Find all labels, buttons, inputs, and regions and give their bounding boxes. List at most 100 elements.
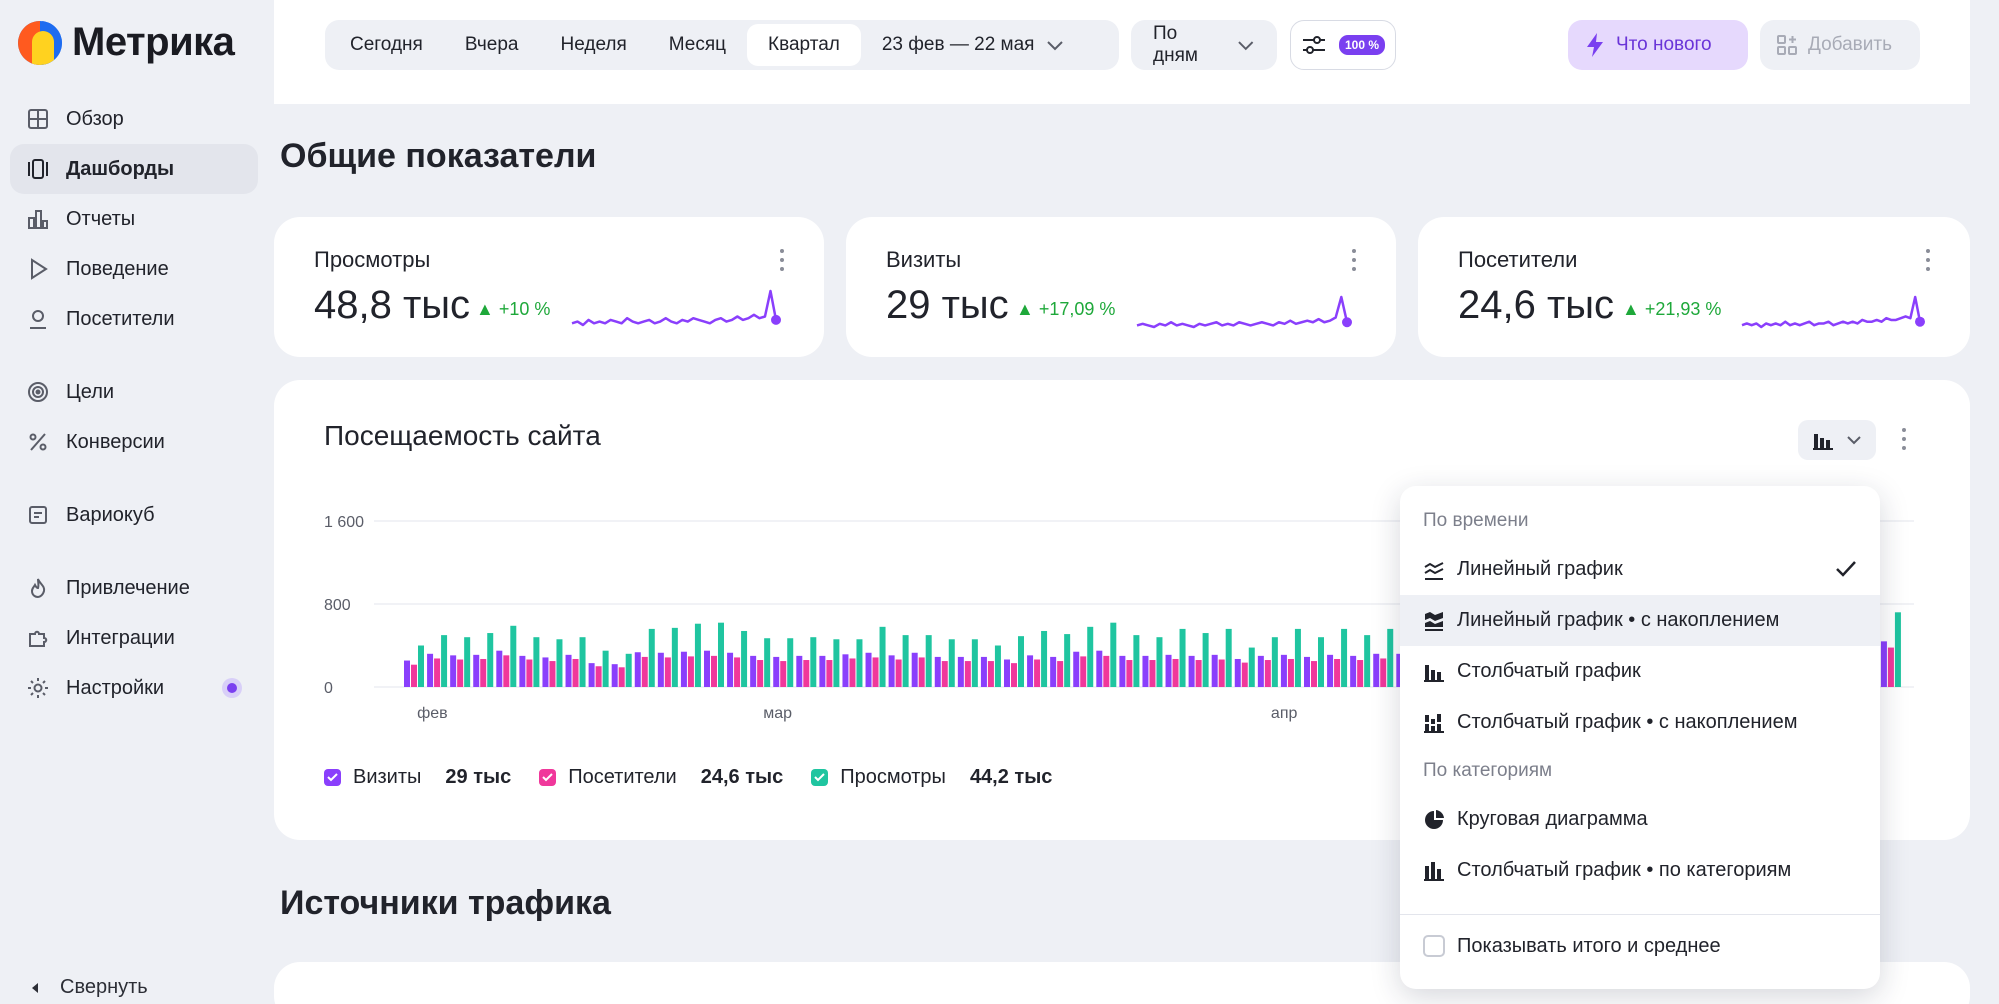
bar-Посетители[interactable] [618, 667, 625, 687]
bar-Визиты[interactable] [634, 652, 641, 687]
sidebar-item-reports[interactable]: Отчеты [10, 194, 258, 244]
legend-item-views[interactable]: Просмотры 44,2 тыс [811, 766, 1052, 789]
period-yesterday[interactable]: Вчера [464, 34, 519, 55]
menu-item-category-bar-chart[interactable]: Столбчатый график • по категориям [1400, 845, 1880, 896]
bar-Просмотры[interactable] [994, 645, 1001, 688]
bar-Визиты[interactable] [957, 656, 964, 687]
bar-Просмотры[interactable] [925, 635, 932, 687]
bar-Визиты[interactable] [473, 654, 480, 687]
bar-Просмотры[interactable] [441, 635, 448, 687]
bar-Визиты[interactable] [1004, 659, 1010, 687]
bar-Посетители[interactable] [1195, 660, 1202, 687]
bar-Посетители[interactable] [434, 658, 441, 687]
bar-Посетители[interactable] [987, 661, 994, 687]
bar-Посетители[interactable] [572, 658, 579, 687]
bar-Посетители[interactable] [872, 657, 879, 687]
whats-new-button[interactable]: Что нового [1568, 20, 1748, 70]
bar-Визиты[interactable] [1027, 655, 1034, 687]
card-menu-button[interactable] [779, 249, 785, 271]
bar-Просмотры[interactable] [1179, 628, 1186, 687]
bar-Просмотры[interactable] [579, 637, 586, 687]
collapse-sidebar-button[interactable]: Свернуть [30, 976, 148, 999]
bar-Посетители[interactable] [849, 658, 856, 687]
sidebar-item-settings[interactable]: Настройки [10, 663, 258, 713]
bar-Просмотры[interactable] [694, 623, 701, 687]
bar-Визиты[interactable] [1257, 655, 1264, 687]
bar-Визиты[interactable] [427, 653, 434, 687]
bar-Визиты[interactable] [704, 650, 710, 687]
bar-Просмотры[interactable] [1894, 612, 1901, 687]
filters-button[interactable]: 100 % [1290, 20, 1396, 70]
bar-Визиты[interactable] [911, 652, 918, 687]
bar-Посетители[interactable] [803, 660, 810, 687]
bar-Визиты[interactable] [1165, 654, 1172, 687]
bar-Посетители[interactable] [1080, 656, 1087, 687]
menu-item-pie-chart[interactable]: Круговая диаграмма [1400, 794, 1880, 845]
bar-Посетители[interactable] [549, 661, 556, 687]
bar-Просмотры[interactable] [1248, 647, 1255, 687]
show-totals-option[interactable]: Показывать итого и среднее [1400, 915, 1880, 977]
date-range-picker[interactable]: 23 фев — 22 мая [861, 34, 1086, 56]
bar-Посетители[interactable] [895, 659, 902, 687]
bar-Визиты[interactable] [1396, 653, 1403, 687]
menu-item-stacked-bar-chart[interactable]: Столбчатый график • с накоплением [1400, 697, 1880, 748]
bar-Просмотры[interactable] [487, 633, 494, 687]
bar-Визиты[interactable] [565, 654, 572, 687]
bar-Визиты[interactable] [519, 655, 526, 687]
bar-Посетители[interactable] [411, 664, 417, 687]
bar-Просмотры[interactable] [879, 626, 886, 687]
bar-Посетители[interactable] [1034, 659, 1041, 687]
sidebar-item-overview[interactable]: Обзор [10, 94, 258, 144]
bar-Визиты[interactable] [1119, 655, 1126, 687]
sidebar-item-variocube[interactable]: Вариокуб [10, 490, 258, 540]
sidebar-item-dashboards[interactable]: Дашборды [10, 144, 258, 194]
period-month[interactable]: Месяц [668, 34, 727, 55]
card-menu-button[interactable] [1925, 249, 1931, 271]
bar-Просмотры[interactable] [1156, 637, 1163, 687]
bar-Визиты[interactable] [1280, 654, 1287, 687]
bar-Просмотры[interactable] [1202, 633, 1209, 687]
bar-Просмотры[interactable] [510, 625, 517, 687]
bar-Визиты[interactable] [588, 663, 595, 687]
sidebar-item-conversions[interactable]: Конверсии [10, 417, 258, 467]
bar-Визиты[interactable] [980, 656, 987, 687]
bar-Посетители[interactable] [757, 660, 764, 687]
bar-Визиты[interactable] [750, 655, 757, 687]
bar-Визиты[interactable] [773, 656, 780, 687]
bar-Просмотры[interactable] [1318, 637, 1324, 687]
bar-Посетители[interactable] [664, 657, 671, 687]
bar-Посетители[interactable] [1103, 655, 1110, 687]
metrika-logo[interactable]: Метрика [18, 20, 235, 65]
bar-Просмотры[interactable] [464, 637, 471, 687]
bar-Просмотры[interactable] [1041, 630, 1048, 687]
bar-Визиты[interactable] [819, 655, 826, 687]
bar-Посетители[interactable] [595, 666, 602, 687]
bar-Просмотры[interactable] [1087, 626, 1094, 687]
bar-Визиты[interactable] [1096, 650, 1103, 687]
bar-Просмотры[interactable] [556, 639, 563, 687]
bar-Посетители[interactable] [734, 657, 741, 687]
bar-Визиты[interactable] [450, 655, 457, 687]
bar-Просмотры[interactable] [741, 630, 748, 687]
sidebar-item-acquisition[interactable]: Привлечение [10, 563, 258, 613]
bar-Посетители[interactable] [1057, 661, 1064, 687]
sidebar-item-integrations[interactable]: Интеграции [10, 613, 258, 663]
bar-Просмотры[interactable] [418, 645, 424, 688]
bar-Посетители[interactable] [1357, 660, 1364, 687]
bar-Просмотры[interactable] [948, 639, 955, 687]
bar-Просмотры[interactable] [856, 639, 863, 687]
bar-Визиты[interactable] [1073, 651, 1080, 687]
period-today[interactable]: Сегодня [350, 34, 423, 55]
bar-Посетители[interactable] [941, 661, 948, 687]
bar-Посетители[interactable] [1334, 658, 1341, 687]
bar-Визиты[interactable] [611, 664, 618, 687]
bar-Посетители[interactable] [1887, 647, 1894, 687]
bar-Визиты[interactable] [934, 656, 941, 687]
menu-item-stacked-line-chart[interactable]: Линейный график • с накоплением [1400, 595, 1880, 646]
bar-Визиты[interactable] [542, 657, 549, 687]
bar-Визиты[interactable] [1373, 653, 1380, 687]
bar-Посетители[interactable] [1380, 658, 1387, 687]
bar-Посетители[interactable] [1172, 658, 1179, 687]
bar-Визиты[interactable] [888, 655, 895, 687]
bar-Просмотры[interactable] [1364, 635, 1371, 687]
